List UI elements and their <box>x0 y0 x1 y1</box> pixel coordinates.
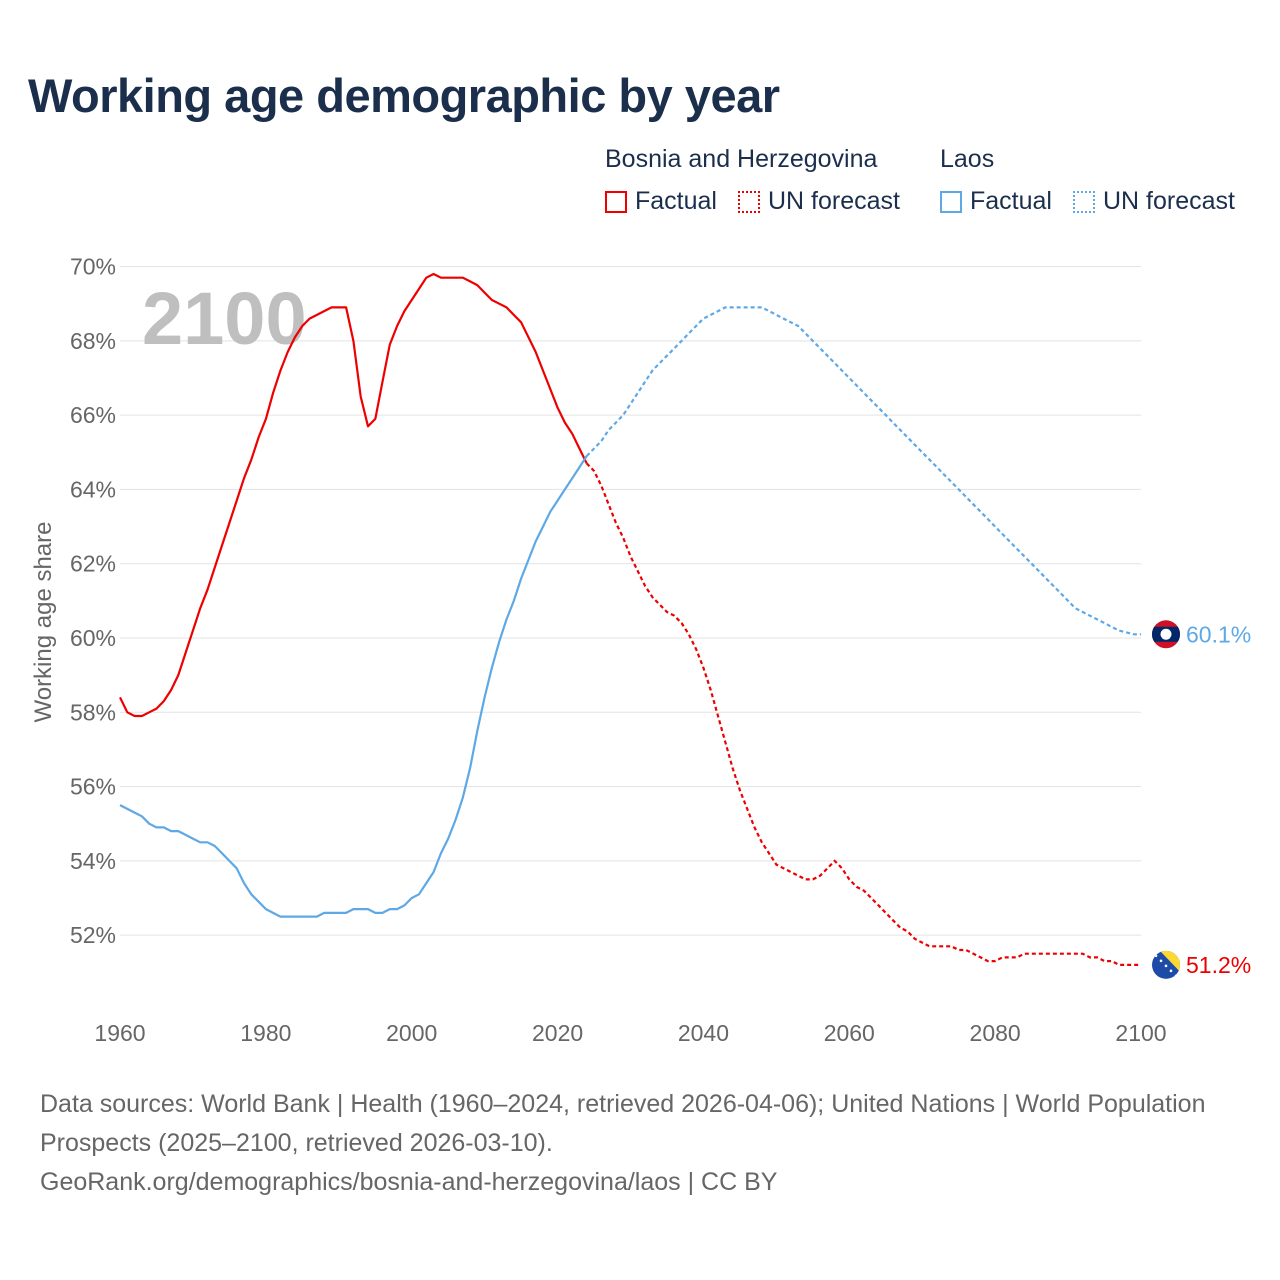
y-axis-ticks: 52% 54% 56% 58% 60% 62% 64% 66% 68% 70% <box>70 254 116 949</box>
x-tick-label: 2020 <box>532 1020 583 1046</box>
legend-bosnia-factual[interactable]: Factual <box>605 187 717 216</box>
x-tick-label: 2080 <box>970 1020 1021 1046</box>
series-line-laos-factual[interactable] <box>119 455 588 918</box>
legend-label-bosnia-forecast: UN forecast <box>768 187 900 215</box>
chart-title: Working age demographic by year <box>28 69 780 122</box>
y-tick-label: 56% <box>70 774 116 800</box>
line-chart: 2100 52% 54% 56% 58% 60% 62% 64% 66% 68% 70% 1960… <box>30 254 1251 1046</box>
x-tick-label: 2000 <box>386 1020 437 1046</box>
y-tick-label: 70% <box>70 254 116 280</box>
footer: Data sources: World Bank | Health (1960–… <box>40 1085 1240 1202</box>
legend-group-laos: Laos <box>940 145 995 173</box>
series-lines <box>119 272 1141 966</box>
series-line-bosnia-forecast[interactable] <box>585 462 1141 966</box>
series-end-label-bosnia: 51.2% <box>1186 952 1251 978</box>
footer-link[interactable]: GeoRank.org/demographics/bosnia-and-herz… <box>40 1168 778 1196</box>
x-axis-ticks: 1960 1980 2000 2020 2040 2060 2080 2100 <box>94 1020 1166 1046</box>
y-tick-label: 64% <box>70 476 116 502</box>
x-tick-label: 1960 <box>94 1020 145 1046</box>
series-end-label-laos: 60.1% <box>1186 621 1251 647</box>
year-overlay: 2100 <box>142 277 307 360</box>
series-end-markers: 51.2% 60.1% <box>1152 620 1251 979</box>
grid-lines <box>120 266 1141 936</box>
x-tick-label: 2060 <box>824 1020 875 1046</box>
legend-label-laos-forecast: UN forecast <box>1103 187 1235 215</box>
legend-swatch-laos-factual <box>940 190 962 213</box>
legend-laos-forecast[interactable]: UN forecast <box>1073 187 1235 216</box>
legend-bosnia-forecast[interactable]: UN forecast <box>738 187 900 216</box>
legend-group-bosnia: Bosnia and Herzegovina <box>605 145 878 173</box>
y-tick-label: 68% <box>70 328 116 354</box>
series-line-bosnia-factual[interactable] <box>119 272 588 718</box>
legend-swatch-bosnia-factual <box>605 190 627 213</box>
legend-laos-factual[interactable]: Factual <box>940 187 1052 216</box>
y-tick-label: 66% <box>70 402 116 428</box>
legend-swatch-laos-forecast <box>1073 190 1095 213</box>
series-line-laos-forecast[interactable] <box>585 306 1141 636</box>
footer-sources: Data sources: World Bank | Health (1960–… <box>40 1090 1206 1157</box>
bosnia-flag <box>1152 950 1180 979</box>
y-tick-label: 60% <box>70 625 116 651</box>
laos-flag <box>1152 620 1180 649</box>
x-tick-label: 2040 <box>678 1020 729 1046</box>
legend-label-laos-factual: Factual <box>970 187 1052 215</box>
legend-label-bosnia-factual: Factual <box>635 187 717 215</box>
y-tick-label: 62% <box>70 551 116 577</box>
legend-swatch-bosnia-forecast <box>738 190 760 213</box>
x-tick-label: 2100 <box>1115 1020 1166 1046</box>
y-tick-label: 54% <box>70 848 116 874</box>
x-tick-label: 1980 <box>240 1020 291 1046</box>
y-axis-label: Working age share <box>30 522 57 723</box>
y-tick-label: 52% <box>70 922 116 948</box>
y-tick-label: 58% <box>70 699 116 725</box>
